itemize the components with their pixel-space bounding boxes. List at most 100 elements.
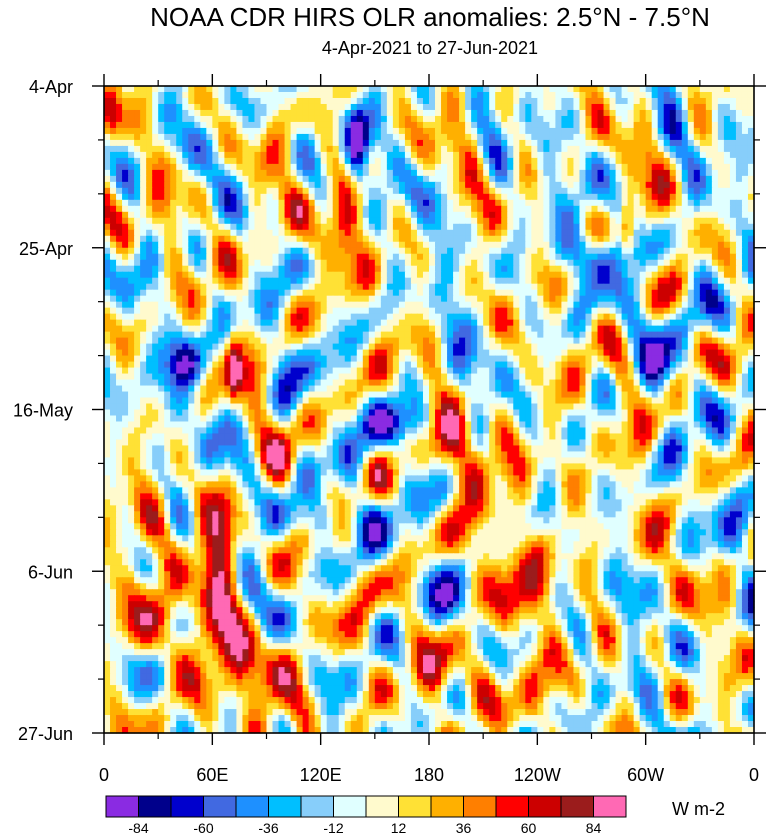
heatmap-cell bbox=[308, 127, 316, 135]
heatmap-cell bbox=[398, 277, 406, 285]
heatmap-cell bbox=[567, 277, 575, 285]
heatmap-cell bbox=[302, 289, 310, 297]
heatmap-cell bbox=[513, 91, 520, 99]
heatmap-cell bbox=[699, 91, 707, 99]
heatmap-cell bbox=[567, 115, 575, 123]
heatmap-cell bbox=[555, 139, 563, 147]
heatmap-cell bbox=[597, 235, 605, 243]
heatmap-cell bbox=[633, 355, 641, 363]
heatmap-cell bbox=[416, 97, 424, 105]
heatmap-cell bbox=[272, 139, 280, 147]
heatmap-cell bbox=[453, 307, 460, 315]
heatmap-cell bbox=[350, 103, 358, 111]
heatmap-cell bbox=[164, 109, 171, 117]
heatmap-cell bbox=[513, 151, 520, 159]
heatmap-cell bbox=[633, 295, 641, 303]
heatmap-cell bbox=[344, 331, 352, 339]
heatmap-cell bbox=[242, 301, 250, 309]
heatmap-cell bbox=[447, 355, 454, 363]
heatmap-cell bbox=[543, 265, 550, 273]
heatmap-cell bbox=[158, 205, 165, 213]
heatmap-cell bbox=[134, 187, 141, 195]
heatmap-cell bbox=[549, 223, 556, 231]
heatmap-cell bbox=[489, 205, 496, 213]
heatmap-cell bbox=[404, 301, 412, 309]
heatmap-cell bbox=[290, 265, 298, 273]
heatmap-cell bbox=[465, 325, 472, 333]
heatmap-cell bbox=[639, 259, 647, 267]
heatmap-cell bbox=[723, 355, 731, 363]
heatmap-cell bbox=[633, 169, 641, 177]
heatmap-cell bbox=[338, 121, 346, 129]
heatmap-cell bbox=[416, 355, 424, 363]
heatmap-cell bbox=[374, 145, 382, 153]
heatmap-cell bbox=[344, 175, 352, 183]
heatmap-cell bbox=[302, 181, 310, 189]
heatmap-cell bbox=[663, 121, 671, 129]
heatmap-cell bbox=[555, 253, 563, 261]
heatmap-cell bbox=[158, 133, 165, 141]
heatmap-cell bbox=[675, 301, 683, 309]
heatmap-cell bbox=[597, 283, 605, 291]
heatmap-cell bbox=[122, 157, 129, 165]
heatmap-cell bbox=[657, 103, 665, 111]
heatmap-cell bbox=[459, 355, 466, 363]
heatmap-cell bbox=[332, 121, 340, 129]
heatmap-cell bbox=[717, 151, 725, 159]
heatmap-cell bbox=[302, 253, 310, 261]
heatmap-cell bbox=[398, 313, 406, 321]
heatmap-cell bbox=[236, 103, 244, 111]
heatmap-cell bbox=[435, 229, 442, 237]
heatmap-cell bbox=[723, 247, 731, 255]
heatmap-cell bbox=[657, 163, 665, 171]
heatmap-cell bbox=[236, 109, 244, 117]
heatmap-cell bbox=[410, 229, 418, 237]
heatmap-cell bbox=[374, 229, 382, 237]
heatmap-cell bbox=[585, 241, 593, 249]
heatmap-cell bbox=[465, 181, 472, 189]
heatmap-cell bbox=[278, 151, 286, 159]
heatmap-cell bbox=[663, 247, 671, 255]
heatmap-cell bbox=[332, 313, 340, 321]
heatmap-cell bbox=[296, 253, 304, 261]
heatmap-cell bbox=[230, 343, 238, 351]
heatmap-cell bbox=[152, 145, 159, 153]
heatmap-cell bbox=[200, 86, 207, 93]
heatmap-cell bbox=[729, 163, 737, 171]
heatmap-cell bbox=[717, 235, 725, 243]
heatmap-cell bbox=[603, 247, 611, 255]
heatmap-cell bbox=[675, 343, 683, 351]
heatmap-cell bbox=[326, 253, 334, 261]
heatmap-cell bbox=[483, 247, 490, 255]
heatmap-cell bbox=[188, 349, 195, 357]
heatmap-cell bbox=[212, 313, 219, 321]
heatmap-cell bbox=[489, 355, 496, 363]
heatmap-cell bbox=[537, 187, 544, 195]
heatmap-cell bbox=[663, 86, 671, 93]
heatmap-cell bbox=[549, 145, 556, 153]
heatmap-cell bbox=[639, 301, 647, 309]
heatmap-cell bbox=[266, 229, 274, 237]
heatmap-cell bbox=[525, 325, 532, 333]
heatmap-cell bbox=[290, 319, 298, 327]
heatmap-cell bbox=[555, 277, 563, 285]
heatmap-cell bbox=[194, 235, 201, 243]
heatmap-cell bbox=[735, 205, 743, 213]
heatmap-cell bbox=[344, 121, 352, 129]
heatmap-cell bbox=[284, 277, 292, 285]
heatmap-cell bbox=[519, 217, 526, 225]
heatmap-cell bbox=[735, 283, 743, 291]
heatmap-cell bbox=[212, 259, 219, 267]
heatmap-cell bbox=[447, 145, 454, 153]
heatmap-cell bbox=[489, 151, 496, 159]
heatmap-cell bbox=[170, 187, 177, 195]
heatmap-cell bbox=[350, 217, 358, 225]
heatmap-cell bbox=[579, 253, 587, 261]
heatmap-cell bbox=[711, 277, 719, 285]
heatmap-cell bbox=[272, 229, 280, 237]
heatmap-cell bbox=[591, 175, 599, 183]
heatmap-cell bbox=[110, 127, 117, 135]
heatmap-cell bbox=[699, 193, 707, 201]
heatmap-cell bbox=[693, 199, 701, 207]
heatmap-cell bbox=[422, 199, 430, 207]
